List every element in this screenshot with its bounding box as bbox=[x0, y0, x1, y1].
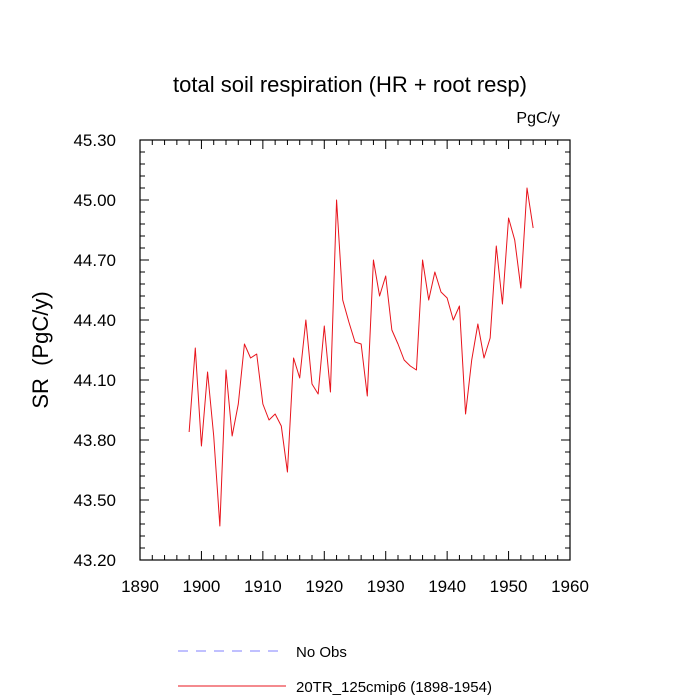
x-tick-label: 1930 bbox=[367, 577, 405, 596]
y-tick-label: 44.70 bbox=[73, 251, 116, 270]
y-tick-labels: 43.20 43.50 43.80 44.10 44.40 44.70 45.00 45.30 bbox=[73, 131, 116, 570]
chart-title: total soil respiration (HR + root resp) bbox=[173, 72, 527, 97]
legend: No Obs 20TR_125cmip6 (1898-1954) bbox=[178, 644, 492, 696]
y-tick-label: 43.80 bbox=[73, 431, 116, 450]
y-tick-label: 45.00 bbox=[73, 191, 116, 210]
y-tick-label: 44.40 bbox=[73, 311, 116, 330]
x-tick-labels: 1890 1900 1910 1920 1930 1940 1950 1960 bbox=[121, 577, 589, 596]
x-tick-label: 1910 bbox=[244, 577, 282, 596]
y-tick-label: 44.10 bbox=[73, 371, 116, 390]
y-axis-label: SR (PgC/y) bbox=[28, 291, 53, 408]
y-tick-label: 43.20 bbox=[73, 551, 116, 570]
x-tick-label: 1890 bbox=[121, 577, 159, 596]
x-tick-label: 1900 bbox=[183, 577, 221, 596]
plot-frame bbox=[139, 139, 571, 561]
x-tick-label: 1940 bbox=[428, 577, 466, 596]
x-tick-label: 1950 bbox=[490, 577, 528, 596]
chart-units: PgC/y bbox=[516, 110, 560, 127]
legend-label: 20TR_125cmip6 (1898-1954) bbox=[296, 679, 492, 696]
major-ticks bbox=[139, 139, 571, 561]
minor-ticks bbox=[140, 140, 570, 560]
y-tick-label: 45.30 bbox=[73, 131, 116, 150]
x-tick-label: 1920 bbox=[305, 577, 343, 596]
legend-label: No Obs bbox=[296, 644, 347, 661]
y-tick-label: 43.50 bbox=[73, 491, 116, 510]
series-group bbox=[188, 187, 534, 527]
x-tick-label: 1960 bbox=[551, 577, 589, 596]
series-line-20tr-125cmip6-1898-1954- bbox=[188, 187, 534, 527]
